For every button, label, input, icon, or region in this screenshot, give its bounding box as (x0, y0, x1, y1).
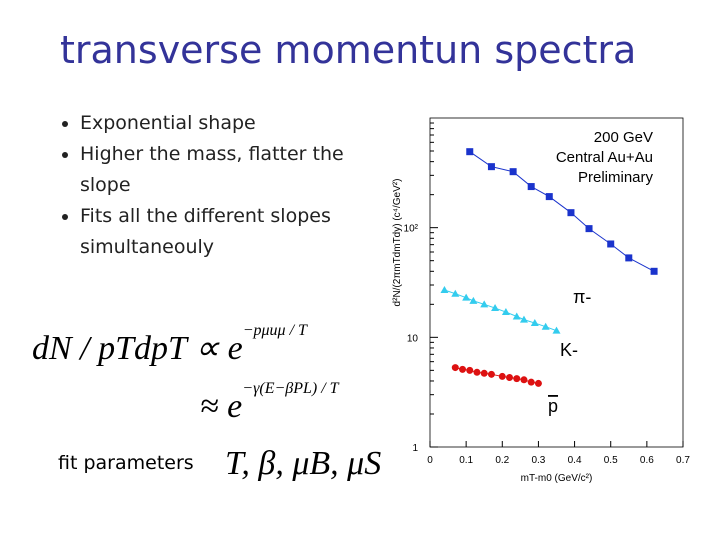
x-tick-label: 0.1 (459, 455, 473, 466)
bullet-list: Exponential shape Higher the mass, flatt… (50, 108, 390, 263)
marker (462, 293, 471, 301)
marker (527, 378, 535, 386)
marker (552, 326, 561, 334)
marker (509, 168, 517, 176)
marker (519, 315, 528, 323)
marker (607, 240, 615, 248)
marker (487, 370, 495, 378)
marker (440, 286, 449, 294)
marker (530, 319, 539, 327)
equation: ≈ e−γ(E−βPL) / T (200, 380, 339, 426)
x-tick-label: 0.5 (604, 455, 618, 466)
chart: 0 0.1 0.2 0.3 0.4 0.5 0.6 0.7 1 10 10² mT-m0 (GeV/c… (392, 117, 690, 484)
x-tick-label: 0 (427, 455, 433, 466)
marker (469, 296, 478, 304)
fit-label: fit parameters (58, 452, 194, 474)
marker (625, 254, 633, 262)
marker (512, 312, 521, 320)
y-tick-label: 10 (407, 333, 419, 344)
annotation: Central Au+Au (556, 149, 653, 166)
annotation: Preliminary (578, 169, 654, 186)
x-tick-label: 0.2 (495, 455, 509, 466)
marker (534, 379, 542, 387)
y-tick-label: 1 (412, 443, 418, 454)
marker (491, 304, 500, 312)
marker (513, 375, 521, 383)
marker (527, 183, 535, 191)
equation: dN / pTdpT ∝ e−pμuμ / T (32, 322, 307, 368)
marker (650, 267, 658, 275)
bullet: Higher the mass, flatter the slope (80, 139, 390, 201)
annotation: 200 GeV (594, 129, 653, 146)
eq-exp: −γ(E−βPL) / T (242, 380, 339, 397)
x-tick-label: 0.7 (676, 455, 690, 466)
marker (480, 369, 488, 377)
plot-frame (429, 117, 684, 448)
fit-params: T, β, μB, μS (225, 445, 382, 482)
x-tick-label: 0.4 (568, 455, 582, 466)
marker (506, 374, 514, 382)
marker (501, 308, 510, 316)
x-axis-label: mT-m0 (GeV/c²) (521, 473, 593, 484)
x-tick-label: 0.3 (531, 455, 545, 466)
marker (498, 372, 506, 380)
y-axis-label: d²N/(2πmTdmTdy) (c⁴/GeV²) (392, 179, 403, 307)
bullet: Fits all the different slopes simultaneo… (80, 201, 390, 263)
marker (567, 209, 575, 217)
fit-line (444, 289, 557, 332)
eq-text: dN / pTdpT ∝ e (32, 330, 243, 367)
marker (545, 193, 553, 201)
marker (585, 225, 593, 233)
eq-exp: −pμuμ / T (242, 322, 307, 339)
marker (466, 366, 474, 374)
marker (473, 368, 481, 376)
marker (459, 365, 467, 373)
fit-line (469, 151, 655, 272)
marker (451, 364, 459, 372)
marker (541, 322, 550, 330)
series-label: p (548, 396, 558, 416)
title: transverse momentun spectra (60, 28, 637, 72)
marker (480, 300, 489, 308)
marker (487, 163, 495, 171)
eq-text: ≈ e (200, 388, 243, 425)
series-label: K- (560, 340, 578, 360)
marker (520, 376, 528, 384)
y-tick-label: 10² (404, 224, 419, 235)
x-tick-label: 0.6 (640, 455, 654, 466)
series-label: π- (573, 287, 591, 307)
marker (466, 148, 474, 156)
marker (451, 289, 460, 297)
bullet: Exponential shape (80, 108, 390, 139)
